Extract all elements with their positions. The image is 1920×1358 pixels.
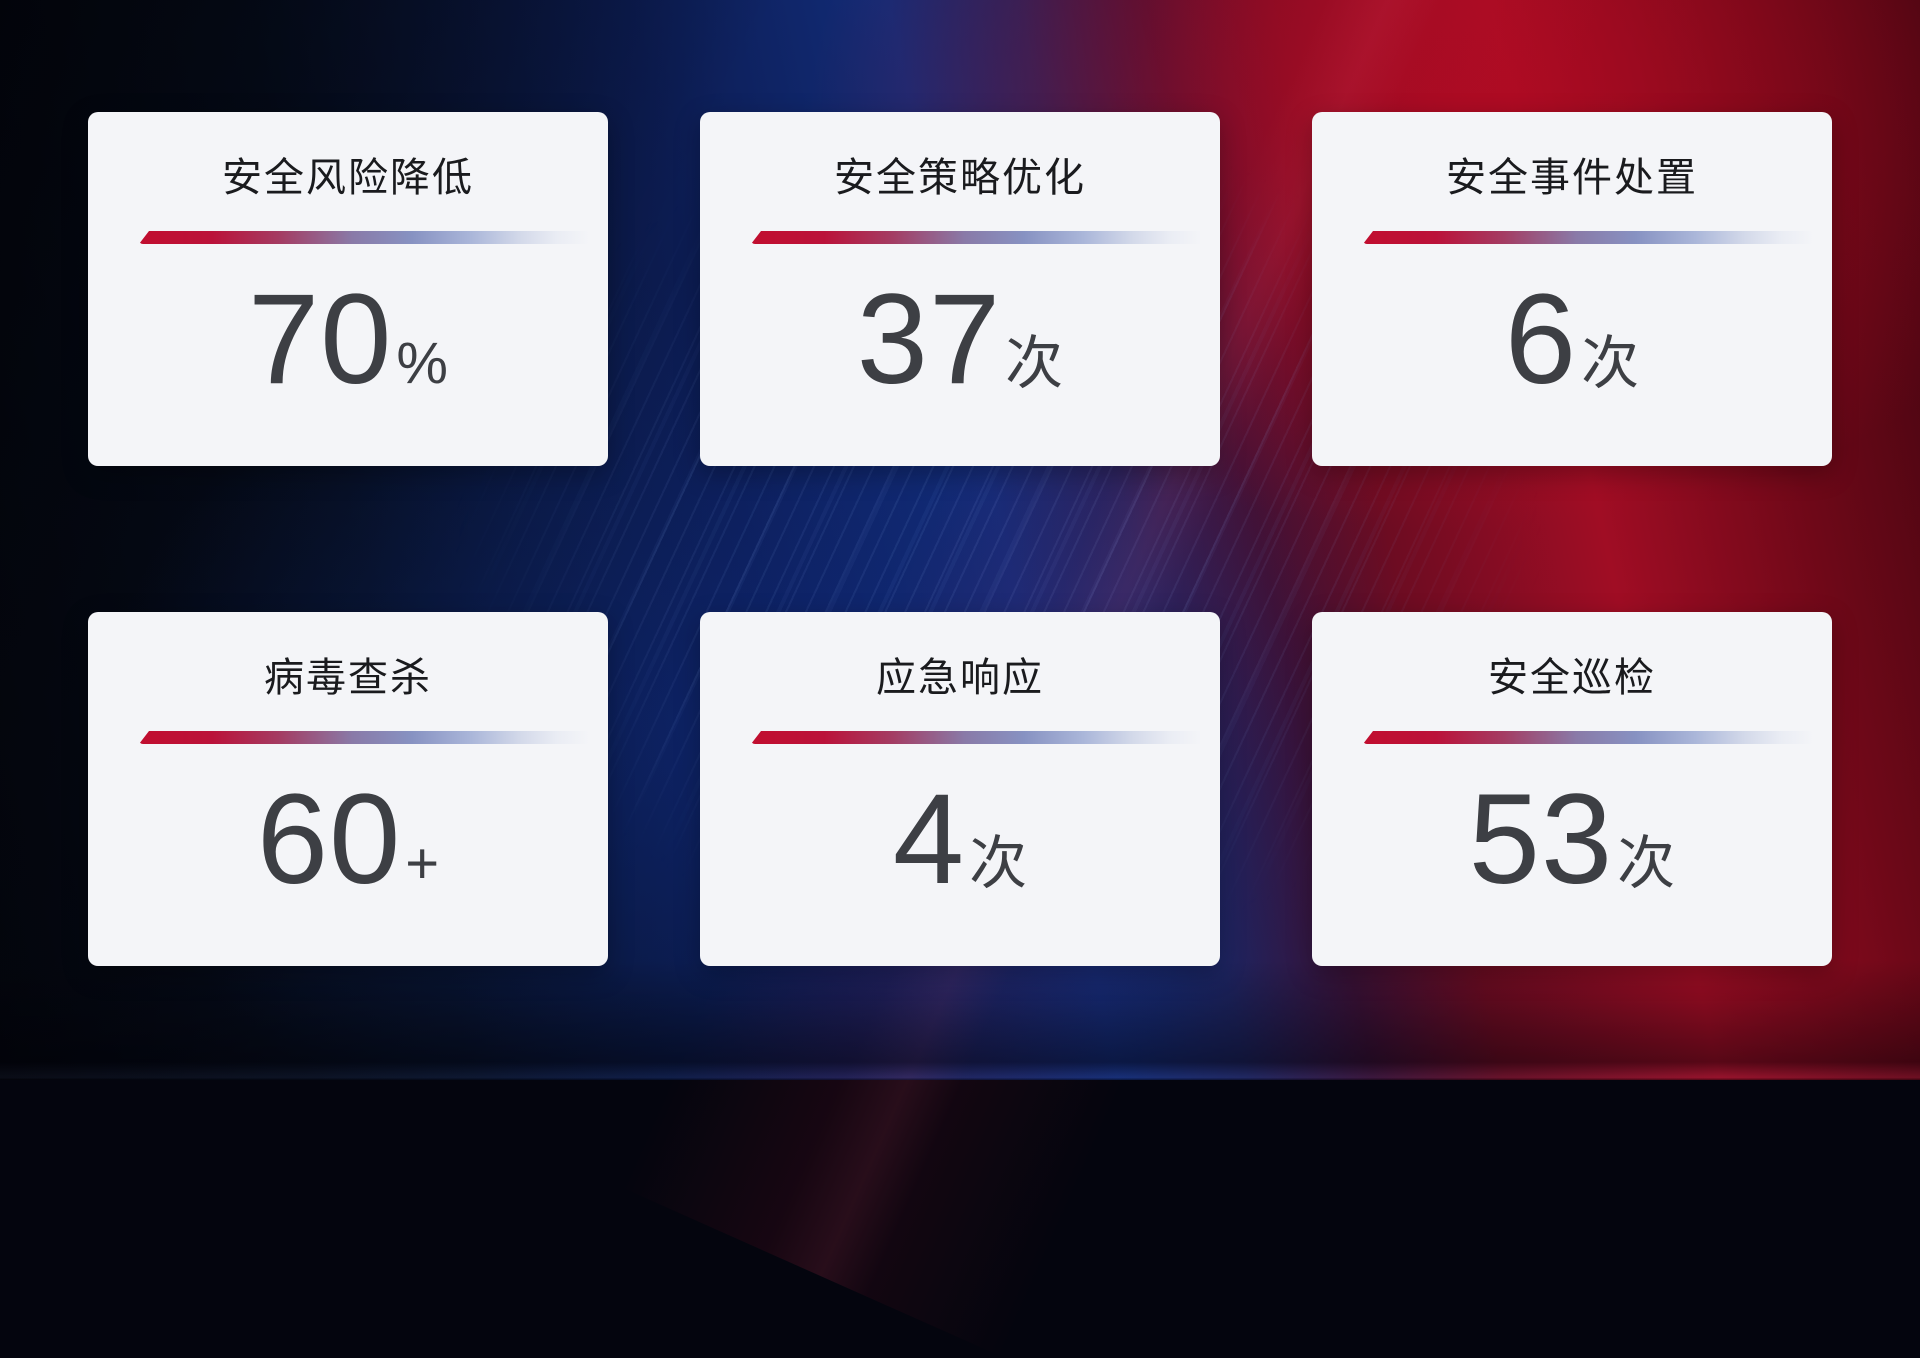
card-title: 安全风险降低 [88,156,608,200]
gradient-divider [1363,231,1818,244]
card-title: 安全策略优化 [700,156,1220,200]
card-value: 6次 [1312,276,1832,404]
card-title: 应急响应 [700,656,1220,700]
value-suffix: 次 [1581,331,1639,396]
gradient-divider [139,731,594,744]
gradient-divider [139,231,594,244]
stat-card-policy-optimization: 安全策略优化 37次 [700,112,1220,466]
card-title: 安全巡检 [1312,656,1832,700]
value-suffix: 次 [969,831,1027,896]
stat-card-incident-handling: 安全事件处置 6次 [1312,112,1832,466]
value-number: 70 [248,268,392,411]
card-value: 37次 [700,276,1220,404]
card-title: 病毒查杀 [88,656,608,700]
value-number: 6 [1505,268,1577,411]
card-value: 4次 [700,776,1220,904]
card-value: 53次 [1312,776,1832,904]
card-value: 70% [88,276,608,404]
card-value: 60+ [88,776,608,904]
value-number: 37 [857,268,1001,411]
gradient-divider [1363,731,1818,744]
value-suffix: + [405,831,439,896]
value-number: 53 [1469,768,1613,911]
stat-card-security-inspection: 安全巡检 53次 [1312,612,1832,966]
value-suffix: % [396,331,448,396]
card-title: 安全事件处置 [1312,156,1832,200]
stat-card-risk-reduction: 安全风险降低 70% [88,112,608,466]
value-number: 60 [257,768,401,911]
stats-card-grid: 安全风险降低 70% 安全策略优化 37次 安全事件处置 6次 病毒查杀 60+… [88,112,1832,966]
background-bottom-fade [0,960,1920,1080]
value-number: 4 [893,768,965,911]
gradient-divider [751,231,1206,244]
value-suffix: 次 [1005,331,1063,396]
stat-card-virus-scan: 病毒查杀 60+ [88,612,608,966]
gradient-divider [751,731,1206,744]
stat-card-emergency-response: 应急响应 4次 [700,612,1220,966]
value-suffix: 次 [1617,831,1675,896]
